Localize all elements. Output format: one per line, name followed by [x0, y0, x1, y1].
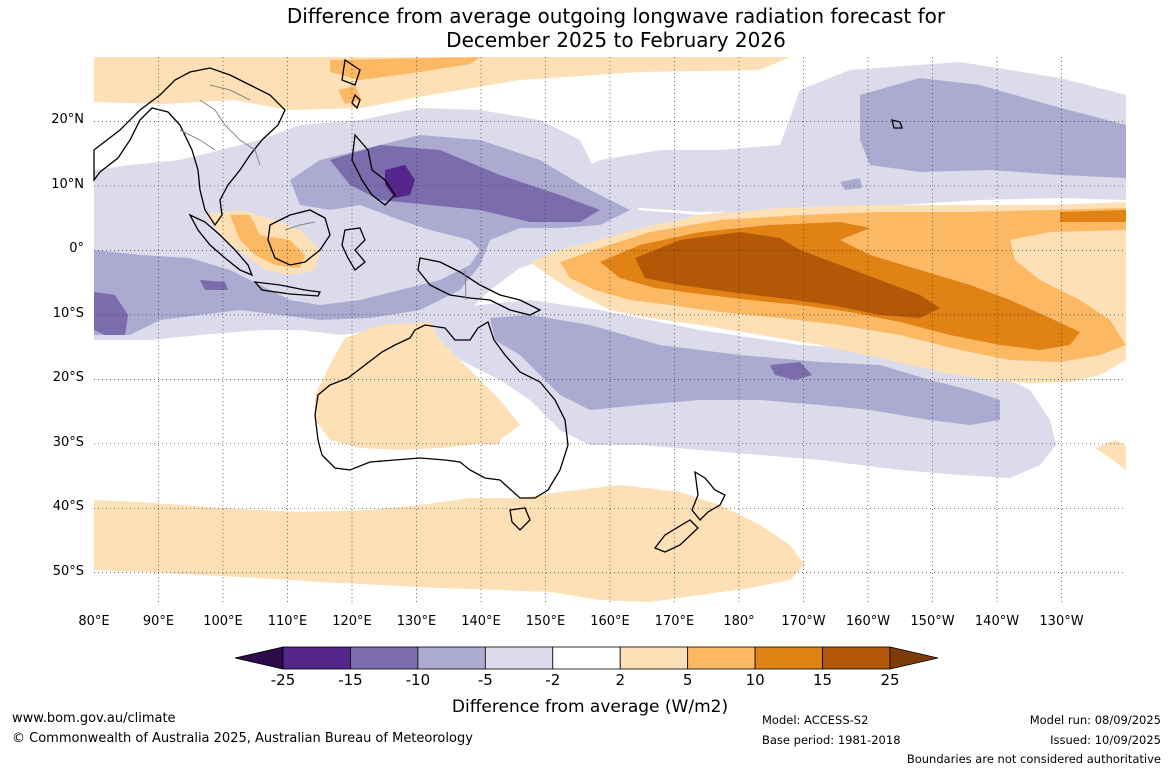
colorbar-swatch: [619, 646, 689, 670]
base-period-text: Base period: 1981-2018: [762, 733, 901, 747]
anomaly-region-pos-2-5-australia: [315, 322, 520, 450]
colorbar-tick-label: 15: [813, 671, 833, 689]
colorbar-swatch: [350, 646, 419, 670]
anomaly-region-neg-5-10-south-pacific: [490, 315, 1000, 425]
coastline-hawaii: [891, 119, 903, 129]
longitude-label: 120°E: [332, 614, 372, 629]
coastline-borneo: [267, 209, 331, 266]
latitude-label: 50°S: [52, 563, 84, 579]
anomaly-region-pos-2-5-north: [94, 57, 790, 110]
colorbar-tick-label: 2: [615, 671, 625, 689]
political-boundaries: [179, 84, 467, 301]
anomaly-region-pos-5-10-north: [330, 57, 480, 80]
anomaly-region-pos-2-5-east: [1095, 440, 1126, 470]
map-title: Difference from average outgoing longwav…: [0, 4, 1173, 52]
title-line-1: Difference from average outgoing longwav…: [286, 4, 946, 28]
coastline-japan: [341, 58, 361, 86]
border-borneo: [284, 221, 316, 231]
latitude-label: 20°S: [52, 370, 84, 386]
anomaly-region-neg-10-15-indian-2: [200, 280, 228, 290]
colorbar-swatch: [687, 646, 756, 670]
longitude-label: 110°E: [267, 614, 308, 629]
longitude-label: 170°W: [781, 614, 826, 629]
border-mainland-se-asia: [179, 84, 261, 166]
coastline-sumatra: [188, 213, 254, 277]
border-new-guinea: [464, 269, 467, 301]
longitude-label: 180°: [723, 614, 755, 629]
longitude-label: 130°W: [1039, 614, 1084, 629]
longitude-label: 130°E: [396, 614, 437, 629]
colorbar-tick-label: -5: [477, 671, 493, 689]
colorbar-extend-low: [234, 646, 284, 670]
coastline-philippines: [351, 133, 396, 206]
colorbar-title: Difference from average (W/m2): [451, 697, 729, 717]
title-line-2: December 2025 to February 2026: [446, 28, 786, 52]
latitude-label: 40°S: [52, 499, 84, 515]
model-run-text: Model run: 08/09/2025: [1029, 713, 1161, 727]
model-text: Model: ACCESS-S2: [762, 713, 869, 727]
colorbar-swatch: [822, 646, 891, 670]
latitude-label: 10°N: [51, 176, 84, 192]
colorbar-tick-label: -2: [545, 671, 561, 689]
anomaly-region-neg-15-25-maritime: [385, 165, 415, 198]
website-text: www.bom.gov.au/climate: [12, 711, 176, 726]
latitude-label: 10°S: [52, 305, 84, 321]
anomaly-region-neg-10-15-south-pacific: [770, 362, 812, 380]
colorbar-tick-label: -25: [270, 671, 296, 689]
latitude-label: 30°S: [52, 434, 84, 450]
anomaly-region-neg-10-15-maritime: [330, 145, 600, 222]
anomaly-fields: [94, 57, 1126, 602]
copyright-text: © Commonwealth of Australia 2025, Austra…: [12, 731, 473, 746]
graticule: [94, 57, 1126, 605]
anomaly-region-neg-10-15-indian: [94, 292, 128, 335]
anomaly-region-pos-5-10-north-2: [338, 86, 362, 104]
coastline-asia-mainland: [93, 67, 286, 227]
longitude-label: 80°E: [78, 614, 110, 629]
longitude-label: 90°E: [142, 614, 175, 629]
coastline-australia: [314, 321, 569, 499]
longitude-label: 160°E: [590, 614, 630, 629]
colorbar-swatch: [552, 646, 621, 670]
anomaly-region-pos-10-15-pacific-2: [1060, 210, 1126, 222]
colorbar-swatch: [282, 646, 351, 670]
colorbar-extend-high: [889, 646, 939, 670]
longitude-label: 140°E: [461, 614, 501, 629]
coastline-java: [253, 281, 321, 297]
anomaly-region-neg-5-10-north-pacific: [860, 78, 1126, 178]
colorbar-swatch: [417, 646, 486, 670]
latitude-label: 20°N: [51, 112, 84, 128]
anomaly-region-pos-2-5-bight: [480, 437, 500, 445]
longitude-label: 100°E: [203, 614, 243, 629]
colorbar-tick-label: 25: [880, 671, 900, 689]
disclaimer-text: Boundaries are not considered authoritat…: [906, 752, 1161, 766]
colorbar-tick-label: 5: [682, 671, 693, 689]
colorbar-tick-label: -15: [338, 671, 363, 689]
coastline-nz-south: [653, 519, 699, 553]
colorbar-swatch: [754, 646, 823, 670]
colorbar-tick-label: -10: [405, 671, 431, 689]
latitude-label: 0°: [69, 241, 84, 257]
longitude-label: 160°W: [845, 614, 891, 629]
anomaly-region-pos-2-5-southern-ocean: [94, 485, 805, 602]
anomaly-region-pos-5-10-sumatra: [230, 215, 305, 268]
issued-text: Issued: 10/09/2025: [1050, 733, 1161, 747]
colorbar: [234, 646, 939, 670]
coastline-taiwan: [351, 93, 361, 110]
coastline-sulawesi: [341, 227, 366, 271]
colorbar-swatch: [484, 646, 554, 670]
longitude-label: 150°E: [525, 614, 566, 629]
longitude-label: 150°W: [910, 614, 955, 629]
longitude-label: 140°W: [974, 614, 1020, 629]
longitude-label: 170°E: [654, 614, 695, 629]
anomaly-region-neg-5-10-north-pacific-2: [840, 178, 862, 190]
colorbar-tick-label: 10: [745, 671, 765, 689]
anomaly-region-pos-15-25-pacific: [635, 232, 940, 318]
